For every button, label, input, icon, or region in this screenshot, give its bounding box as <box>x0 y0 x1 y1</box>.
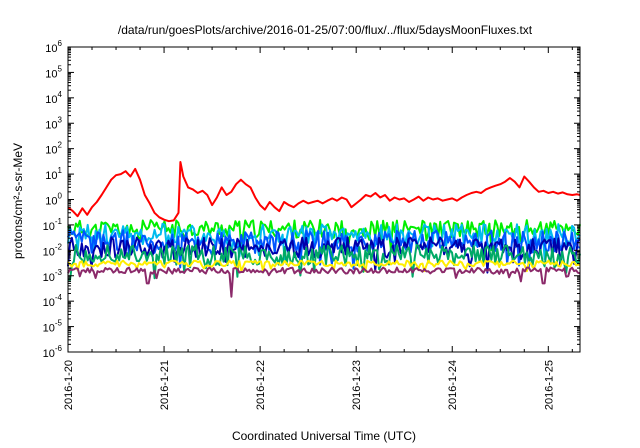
y-tick-label: 10-3 <box>43 268 63 284</box>
x-tick-label: 2016-1-25 <box>543 360 555 410</box>
x-axis-title: Coordinated Universal Time (UTC) <box>232 429 416 443</box>
y-axis-title: protons/cm²-s-sr-MeV <box>11 143 25 259</box>
y-tick-label: 10-6 <box>43 344 63 360</box>
series-line-5 <box>67 243 581 281</box>
x-tick-label: 2016-1-22 <box>255 360 267 410</box>
series-line-6 <box>67 259 581 273</box>
y-tick-label: 102 <box>45 141 62 157</box>
y-tick-label: 10-4 <box>43 293 63 309</box>
series-line-2 <box>67 222 581 262</box>
y-tick-label: 103 <box>45 115 62 131</box>
series-line-4 <box>67 236 581 274</box>
y-tick-label: 106 <box>45 39 62 55</box>
chart-title: /data/run/goesPlots/archive/2016-01-25/0… <box>118 23 533 37</box>
y-tick-label: 100 <box>45 192 62 208</box>
x-tick-label: 2016-1-20 <box>63 360 75 410</box>
y-tick-label: 101 <box>45 166 62 182</box>
series-layer <box>67 161 581 298</box>
axes-layer: 10-6 10-5 10-4 10-3 10-2 10-1 100 101 102 103 104 1… <box>43 39 581 410</box>
y-tick-label: 10-2 <box>43 242 63 258</box>
x-tick-label: 2016-1-21 <box>159 360 171 410</box>
series-line-0 <box>67 161 581 223</box>
y-tick-label: 10-1 <box>43 217 63 233</box>
y-tick-label: 105 <box>45 64 62 80</box>
y-tick-label: 104 <box>45 90 62 106</box>
x-tick-label: 2016-1-23 <box>351 360 363 410</box>
y-tick-label: 10-5 <box>43 319 63 335</box>
x-tick-label: 2016-1-24 <box>447 360 459 410</box>
series-line-7 <box>67 266 581 298</box>
plot-frame <box>67 46 581 353</box>
